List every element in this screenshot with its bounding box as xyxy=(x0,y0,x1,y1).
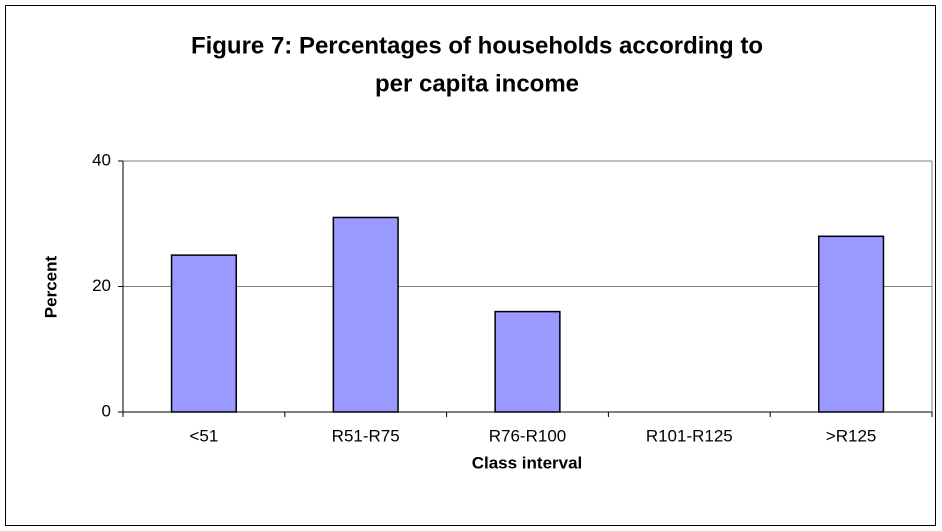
x-axis-label: Class interval xyxy=(472,453,583,472)
y-axis-label: Percent xyxy=(41,255,60,318)
y-tick-label: 20 xyxy=(92,276,111,295)
chart-title: per capita income xyxy=(375,70,579,97)
x-tick-label: R101-R125 xyxy=(646,426,733,445)
x-tick-label: <51 xyxy=(189,426,218,445)
bar xyxy=(494,310,561,413)
y-tick-label: 40 xyxy=(92,150,111,169)
x-tick-label: R76-R100 xyxy=(489,426,567,445)
chart-border xyxy=(5,5,936,526)
bar xyxy=(332,216,399,413)
x-tick-label: >R125 xyxy=(826,426,877,445)
x-tick-label: R51-R75 xyxy=(332,426,400,445)
y-tick-label: 0 xyxy=(102,401,111,420)
chart-title: Figure 7: Percentages of households acco… xyxy=(191,32,763,59)
bar xyxy=(170,254,238,413)
bar xyxy=(817,235,885,413)
